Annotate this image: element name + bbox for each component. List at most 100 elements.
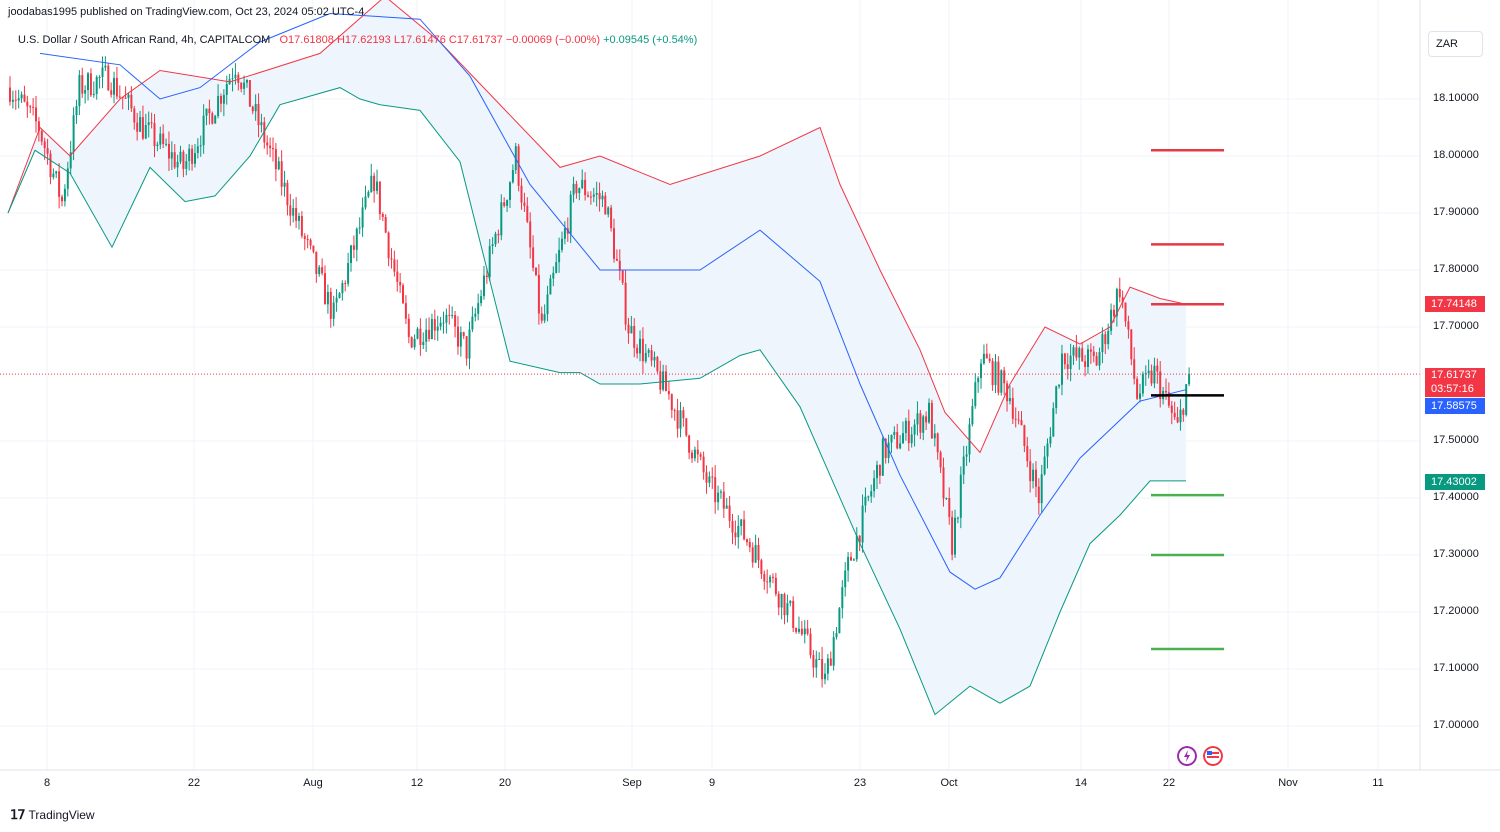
candle-body — [321, 267, 324, 274]
candle-body — [234, 74, 237, 79]
candle-body — [43, 141, 46, 148]
candle-body — [298, 216, 300, 221]
candle-body — [639, 338, 641, 354]
candle-body — [222, 94, 225, 104]
candle-body — [743, 519, 746, 540]
candle-body — [352, 245, 355, 250]
candle-body — [633, 326, 636, 348]
candle-body — [907, 420, 910, 444]
candle-body — [52, 173, 55, 178]
candle-body — [448, 314, 451, 316]
candle-body — [939, 452, 942, 468]
candle-body — [26, 101, 29, 107]
candle-body — [113, 77, 115, 95]
candle-body — [1156, 365, 1159, 372]
candle-body — [587, 195, 589, 197]
candle-body — [246, 80, 248, 83]
candle-body — [1127, 321, 1130, 330]
candle-body — [280, 161, 283, 187]
candle-body — [1130, 329, 1133, 360]
currency-button[interactable]: ZAR — [1428, 31, 1483, 57]
candle-body — [133, 108, 136, 123]
candle-body — [841, 587, 844, 609]
candle-body — [699, 454, 702, 457]
candle-body — [1098, 352, 1101, 366]
candle-body — [994, 361, 997, 386]
candle-body — [1115, 289, 1118, 317]
candle-body — [1141, 374, 1144, 394]
candle-body — [1014, 418, 1017, 420]
candle-body — [523, 202, 526, 206]
middle-band-tag: 17.58575 — [1425, 398, 1485, 414]
candle-body — [416, 328, 419, 339]
candle-body — [61, 196, 63, 202]
candle-body — [965, 454, 968, 457]
us-flag-icon[interactable] — [1203, 746, 1223, 766]
x-tick-label: 9 — [708, 777, 716, 789]
candle-body — [347, 263, 350, 284]
candle-body — [488, 246, 491, 277]
candle-body — [529, 221, 532, 248]
countdown-value: 03:57:16 — [1431, 383, 1474, 395]
x-tick-label: 12 — [410, 777, 424, 789]
candle-body — [829, 658, 832, 666]
candle-body — [867, 496, 870, 498]
candle-body — [997, 361, 1000, 393]
candle-body — [404, 303, 407, 319]
candle-body — [881, 438, 884, 476]
candle-body — [604, 195, 607, 215]
candle-body — [1167, 392, 1170, 406]
candle-body — [563, 228, 566, 239]
candle-body — [378, 181, 381, 214]
candle-body — [925, 416, 928, 423]
candle-body — [676, 410, 679, 429]
candle-body — [962, 456, 965, 475]
candle-body — [809, 633, 812, 656]
grid-lines — [0, 0, 1420, 770]
candle-body — [858, 535, 861, 543]
lightning-icon[interactable] — [1177, 746, 1197, 766]
y-tick-label: 18.10000 — [1433, 92, 1479, 104]
candle-body — [1089, 349, 1092, 352]
candle-body — [621, 270, 624, 283]
candle-body — [1046, 443, 1049, 457]
candle-body — [644, 352, 647, 362]
lower-band-tag: 17.43002 — [1425, 474, 1485, 490]
candle-body — [558, 249, 561, 263]
candle-body — [497, 233, 500, 236]
candle-body — [312, 245, 315, 252]
candle-body — [156, 144, 159, 146]
candle-body — [104, 65, 107, 68]
candle-body — [202, 115, 205, 146]
candle-body — [1147, 370, 1150, 374]
candle-body — [1165, 390, 1167, 393]
candle-body — [714, 477, 717, 503]
candle-body — [774, 577, 777, 594]
candle-body — [269, 145, 272, 149]
candle-body — [1182, 409, 1185, 415]
candle-body — [196, 146, 199, 153]
candle-body — [1173, 412, 1176, 418]
candle-body — [543, 314, 546, 321]
tradingview-logo[interactable]: 𝟣𝟩 TradingView — [10, 807, 95, 823]
candle-body — [17, 98, 20, 101]
candle-body — [231, 78, 234, 80]
y-tick-label: 17.70000 — [1433, 320, 1479, 332]
candle-body — [615, 258, 618, 261]
candle-body — [537, 274, 540, 314]
candle-body — [130, 94, 133, 109]
candle-body — [107, 65, 110, 91]
candle-body — [555, 262, 558, 273]
candle-body — [717, 492, 720, 503]
candle-body — [526, 205, 529, 222]
candle-body — [87, 73, 89, 91]
candle-body — [702, 456, 705, 473]
symbol-description[interactable]: U.S. Dollar / South African Rand, 4h, CA… — [18, 34, 271, 46]
candle-body — [75, 106, 78, 116]
change-value: −0.00069 (−0.00%) — [505, 34, 600, 46]
candle-body — [124, 97, 127, 99]
candle-body — [511, 170, 514, 183]
candle-body — [66, 168, 69, 189]
x-tick-label: Sep — [622, 777, 642, 789]
